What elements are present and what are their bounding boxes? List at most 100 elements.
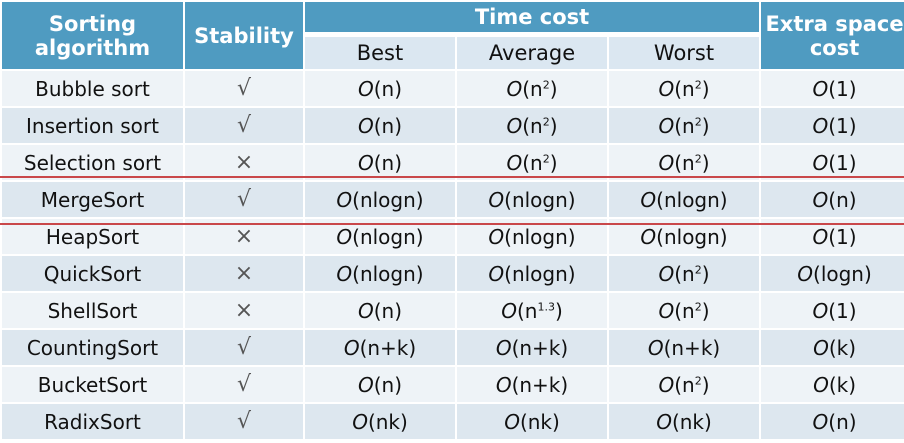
complexity-exponent: 2: [694, 151, 702, 165]
complexity-close-paren: ): [549, 113, 558, 138]
best-time-cost: O(nlogn): [305, 182, 455, 217]
extra-space-cost: O(k): [761, 330, 904, 365]
complexity-exponent: 2: [694, 373, 702, 387]
big-o-symbol: O: [488, 224, 505, 249]
big-o-symbol: O: [813, 372, 829, 397]
table-row: BucketSort √ O(n) O(n+k) O(n2) O(k): [2, 367, 904, 402]
stability-mark: ×: [185, 145, 303, 180]
complexity-exponent: 1.3: [537, 299, 555, 313]
complexity-argument: (k): [828, 372, 856, 397]
complexity-argument: (logn): [813, 261, 872, 286]
extra-space-cost: O(n): [761, 182, 904, 217]
complexity-argument: (nk): [367, 409, 408, 434]
complexity-argument: (nlogn): [504, 187, 576, 212]
complexity-exponent: 2: [694, 299, 702, 313]
big-o-symbol: O: [336, 261, 353, 286]
algorithm-name: ShellSort: [2, 293, 183, 328]
big-o-symbol: O: [501, 298, 517, 323]
complexity-argument: (n): [828, 187, 857, 212]
complexity-argument: (nlogn): [352, 261, 424, 286]
extra-space-cost: O(1): [761, 71, 904, 106]
big-o-symbol: O: [647, 335, 664, 360]
complexity-argument: (n): [373, 76, 403, 101]
big-o-symbol: O: [495, 335, 512, 360]
best-time-cost: O(n): [305, 145, 455, 180]
worst-time-cost: O(n2): [609, 108, 760, 143]
complexity-argument: (n+k): [663, 335, 721, 360]
average-time-cost: O(nlogn): [457, 256, 607, 291]
big-o-symbol: O: [357, 76, 374, 101]
best-time-cost: O(n+k): [305, 330, 455, 365]
worst-time-cost: O(n2): [609, 256, 760, 291]
big-o-symbol: O: [357, 372, 374, 397]
big-o-symbol: O: [812, 76, 829, 101]
complexity-argument: (n: [522, 150, 543, 175]
complexity-argument: (n: [522, 76, 543, 101]
header-time-cost: Time cost: [305, 2, 760, 35]
algorithm-name: CountingSort: [2, 330, 183, 365]
header-extra-space-line2: cost: [809, 35, 860, 60]
stability-mark: ×: [185, 256, 303, 291]
complexity-argument: (n+k): [511, 335, 569, 360]
complexity-argument: (n+k): [359, 335, 417, 360]
big-o-symbol: O: [336, 187, 353, 212]
algorithm-name: BucketSort: [2, 367, 183, 402]
algorithm-name: QuickSort: [2, 256, 183, 291]
complexity-close-paren: ): [701, 113, 710, 138]
complexity-argument: (n): [373, 298, 403, 323]
average-time-cost: O(n2): [457, 145, 607, 180]
complexity-argument: (n): [373, 150, 403, 175]
big-o-symbol: O: [506, 150, 523, 175]
complexity-argument: (1): [828, 224, 857, 249]
extra-space-cost: O(1): [761, 293, 904, 328]
complexity-exponent: 2: [694, 262, 702, 276]
complexity-close-paren: ): [549, 150, 558, 175]
best-time-cost: O(nlogn): [305, 256, 455, 291]
extra-space-cost: O(1): [761, 108, 904, 143]
complexity-argument: (n): [828, 409, 857, 434]
big-o-symbol: O: [506, 113, 523, 138]
table-row: Selection sort × O(n) O(n2) O(n2) O(1): [2, 145, 904, 180]
algorithm-name: Selection sort: [2, 145, 183, 180]
complexity-close-paren: ): [701, 150, 710, 175]
complexity-argument: (1): [828, 113, 857, 138]
best-time-cost: O(n): [305, 71, 455, 106]
worst-time-cost: O(nlogn): [609, 182, 760, 217]
stability-mark: √: [185, 182, 303, 217]
complexity-argument: (nk): [519, 409, 560, 434]
table-row: RadixSort √ O(nk) O(nk) O(nk) O(n): [2, 404, 904, 439]
algorithm-name: RadixSort: [2, 404, 183, 439]
complexity-exponent: 2: [542, 114, 550, 128]
big-o-symbol: O: [658, 113, 675, 138]
header-stability: Stability: [185, 2, 303, 69]
complexity-exponent: 2: [694, 114, 702, 128]
complexity-argument: (n: [674, 298, 695, 323]
average-time-cost: O(n1.3): [457, 293, 607, 328]
big-o-symbol: O: [812, 224, 829, 249]
highlight-line-bottom: [0, 223, 904, 225]
complexity-close-paren: ): [701, 76, 710, 101]
complexity-argument: (k): [828, 335, 856, 360]
algorithm-name: Insertion sort: [2, 108, 183, 143]
algorithm-name: MergeSort: [2, 182, 183, 217]
worst-time-cost: O(n+k): [609, 330, 760, 365]
header-sorting-algorithm-line1: Sorting: [48, 11, 137, 36]
highlight-line-top: [0, 176, 904, 178]
complexity-argument: (n: [674, 261, 695, 286]
big-o-symbol: O: [506, 76, 523, 101]
best-time-cost: O(n): [305, 108, 455, 143]
complexity-argument: (n: [674, 113, 695, 138]
big-o-symbol: O: [640, 187, 657, 212]
big-o-symbol: O: [658, 76, 675, 101]
table-row: Bubble sort √ O(n) O(n2) O(n2) O(1): [2, 71, 904, 106]
table-row: CountingSort √ O(n+k) O(n+k) O(n+k) O(k): [2, 330, 904, 365]
big-o-symbol: O: [797, 261, 814, 286]
big-o-symbol: O: [357, 150, 374, 175]
extra-space-cost: O(1): [761, 145, 904, 180]
average-time-cost: O(n2): [457, 71, 607, 106]
complexity-argument: (n): [373, 372, 403, 397]
big-o-symbol: O: [343, 335, 360, 360]
big-o-symbol: O: [658, 261, 675, 286]
